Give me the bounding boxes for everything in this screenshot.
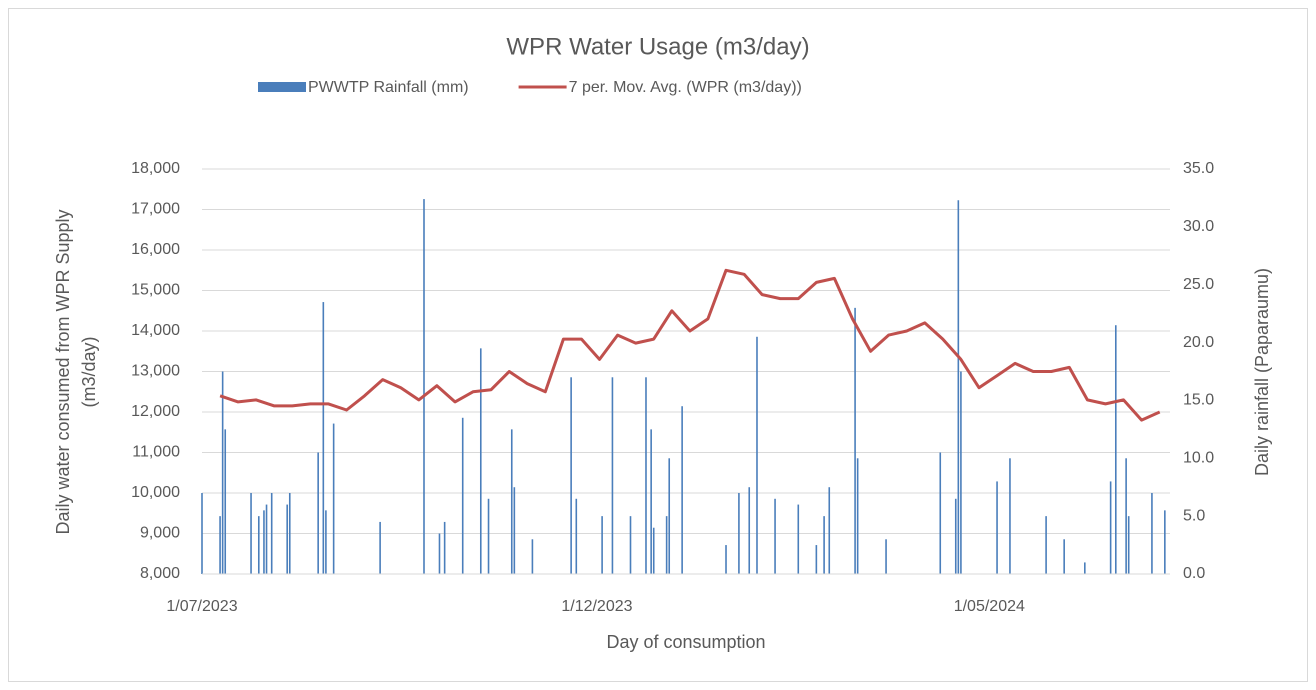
rain-bar (1063, 539, 1065, 574)
y-tick-label: 11,000 (132, 444, 180, 461)
rain-bar (854, 307, 856, 574)
rain-bar (957, 200, 960, 574)
rain-bar (668, 458, 671, 574)
rain-bar (856, 458, 859, 574)
rain-bar (1045, 516, 1047, 574)
y2-tick-label: 30.0 (1183, 218, 1214, 235)
rain-bar (221, 371, 224, 574)
y-axis-title: Daily water consumed from WPR Supply (53, 209, 73, 534)
rain-bar (681, 406, 683, 574)
rain-bar (954, 498, 957, 574)
legend-swatch (258, 82, 306, 92)
y2-tick-label: 35.0 (1183, 160, 1214, 177)
rain-bar (265, 504, 268, 574)
rain-bar (823, 516, 825, 574)
rain-bar (960, 371, 962, 574)
y2-tick-label: 15.0 (1183, 392, 1214, 409)
y-tick-label: 14,000 (131, 322, 180, 339)
rain-bar (325, 510, 327, 574)
rain-bar (270, 493, 273, 574)
rain-bar (665, 516, 668, 574)
rain-bar (725, 545, 727, 574)
rain-bar (487, 498, 490, 574)
rain-bar (650, 429, 652, 574)
x-tick-label: 1/05/2024 (954, 598, 1025, 615)
rain-bar (629, 516, 632, 574)
rain-bar (423, 199, 425, 575)
rain-bar (263, 510, 265, 574)
y2-axis-title: Daily rainfall (Paparaumu) (1252, 268, 1272, 476)
rain-bar (438, 533, 441, 574)
y2-tick-label: 25.0 (1183, 276, 1214, 293)
rain-bar (652, 527, 655, 574)
y-tick-label: 12,000 (131, 403, 180, 420)
rain-bar (738, 493, 740, 574)
y-tick-label: 18,000 (131, 160, 180, 177)
y-tick-label: 13,000 (131, 363, 180, 380)
y2-tick-label: 10.0 (1183, 450, 1214, 467)
rain-bar (1109, 481, 1112, 574)
y-tick-label: 16,000 (131, 241, 180, 258)
rain-bar (601, 516, 603, 574)
rain-bar (575, 498, 578, 574)
y2-tick-label: 5.0 (1183, 507, 1205, 524)
rain-bar (645, 377, 647, 574)
rain-bar (939, 452, 942, 574)
rain-bar (828, 487, 831, 574)
rain-bar (510, 429, 513, 574)
rain-bar (286, 504, 288, 574)
rain-bar (797, 504, 800, 574)
rain-bar (531, 539, 534, 574)
rain-bar (461, 417, 464, 574)
rain-bar (322, 302, 325, 574)
rain-bar (756, 336, 758, 574)
rain-bar (201, 493, 203, 574)
rain-bar (996, 481, 998, 574)
rain-bar (317, 452, 319, 574)
moving-average-line (219, 268, 1161, 422)
chart-title: WPR Water Usage (m3/day) (506, 33, 809, 60)
rain-bar (379, 521, 381, 574)
rain-bar (332, 423, 335, 574)
y-tick-label: 9,000 (140, 525, 180, 542)
rain-bar (748, 487, 751, 574)
rain-bar (1084, 562, 1086, 574)
rain-bar (1164, 510, 1166, 574)
rain-bar (1009, 458, 1011, 574)
legend-label: 7 per. Mov. Avg. (WPR (m3/day)) (569, 79, 802, 96)
x-tick-label: 1/12/2023 (561, 598, 632, 615)
y-tick-label: 15,000 (131, 282, 180, 299)
rain-bar (1127, 516, 1130, 574)
rain-bar (219, 516, 221, 574)
rain-bar (611, 377, 614, 574)
legend-label: PWWTP Rainfall (mm) (308, 79, 469, 96)
rain-bar (443, 521, 446, 574)
rain-bar (479, 348, 482, 574)
y-tick-label: 17,000 (131, 201, 180, 218)
y-tick-label: 8,000 (140, 565, 180, 582)
rain-bar (224, 429, 227, 574)
rain-bar (513, 487, 516, 574)
rain-bar (1151, 493, 1153, 574)
rain-bar (774, 498, 776, 574)
y2-tick-label: 20.0 (1183, 334, 1214, 351)
y-tick-label: 10,000 (131, 484, 180, 501)
rain-bar (1125, 458, 1127, 574)
rain-bar (815, 545, 818, 574)
x-tick-label: 1/07/2023 (166, 598, 237, 615)
rain-bar (885, 539, 887, 574)
y-axis-title: (m3/day) (79, 336, 99, 407)
rain-bar (257, 516, 260, 574)
rain-bar (250, 493, 252, 574)
rain-bar (288, 493, 291, 574)
chart-frame (8, 8, 1308, 682)
rain-bar (570, 377, 572, 574)
y2-tick-label: 0.0 (1183, 565, 1205, 582)
rain-bar (1114, 325, 1117, 574)
x-axis-title: Day of consumption (606, 632, 765, 652)
